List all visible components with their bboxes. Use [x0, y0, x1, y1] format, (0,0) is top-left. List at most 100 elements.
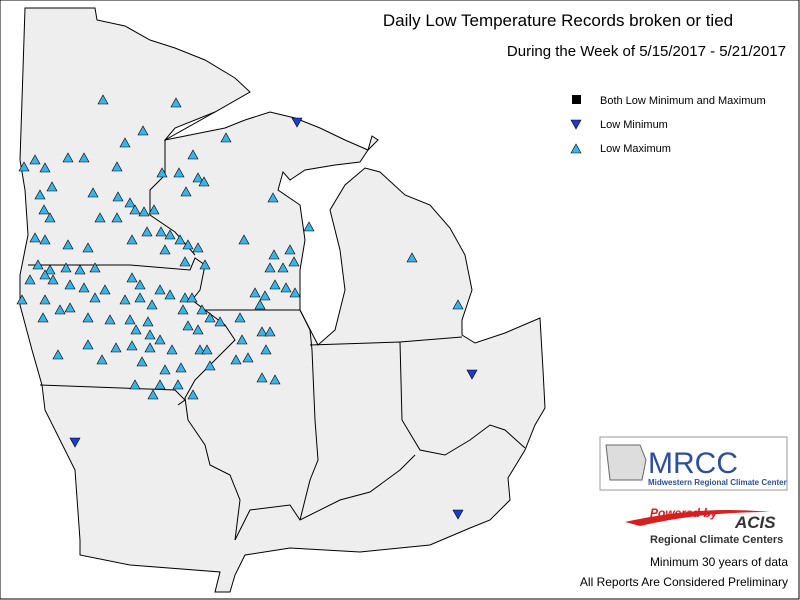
up-marker — [174, 234, 186, 245]
up-marker — [130, 324, 142, 335]
up-marker — [214, 316, 226, 327]
up-marker — [201, 344, 213, 355]
up-marker — [269, 279, 281, 290]
up-marker — [187, 149, 199, 160]
up-marker — [47, 274, 59, 285]
up-marker — [29, 232, 41, 243]
up-marker — [112, 191, 124, 202]
note: All Reports Are Considered Preliminary — [580, 575, 788, 589]
up-marker — [179, 292, 191, 303]
up-marker — [288, 256, 300, 267]
up-marker — [267, 192, 279, 203]
up-marker — [159, 244, 171, 255]
up-marker — [38, 204, 50, 215]
up-marker — [126, 234, 138, 245]
up-marker — [134, 279, 146, 290]
up-marker — [144, 342, 156, 353]
up-marker — [177, 304, 189, 315]
legend-label: Low Maximum — [600, 143, 671, 155]
up-marker — [192, 242, 204, 253]
up-marker — [260, 344, 272, 355]
legend-up — [570, 143, 582, 154]
up-marker — [44, 212, 56, 223]
swoosh — [625, 509, 770, 526]
up-marker — [119, 137, 131, 148]
up-marker — [124, 314, 136, 325]
title: Daily Low Temperature Records broken or … — [383, 11, 733, 30]
up-marker — [236, 334, 248, 345]
up-marker — [164, 229, 176, 240]
up-marker — [148, 204, 160, 215]
up-marker — [170, 97, 182, 108]
markers — [16, 94, 478, 520]
up-marker — [256, 372, 268, 383]
up-marker — [138, 206, 150, 217]
up-marker — [39, 234, 51, 245]
up-marker — [39, 294, 51, 305]
up-marker — [154, 334, 166, 345]
up-marker — [256, 326, 268, 337]
down-marker — [291, 117, 303, 128]
up-marker — [242, 352, 254, 363]
up-marker — [87, 187, 99, 198]
up-marker — [18, 161, 30, 172]
up-marker — [249, 287, 261, 298]
powered-by: Powered by — [650, 506, 719, 520]
up-marker — [220, 132, 232, 143]
acis-logo: Powered by ACIS Regional Climate Centers — [625, 506, 783, 546]
up-marker — [126, 272, 138, 283]
up-marker — [182, 239, 194, 250]
up-marker — [238, 234, 250, 245]
up-marker — [39, 269, 51, 280]
up-marker — [173, 167, 185, 178]
up-marker — [146, 299, 158, 310]
up-marker — [136, 356, 148, 367]
up-marker — [164, 289, 176, 300]
up-marker — [52, 349, 64, 360]
up-marker — [254, 299, 266, 310]
up-marker — [280, 282, 292, 293]
up-marker — [89, 262, 101, 273]
up-marker — [111, 161, 123, 172]
up-marker — [452, 299, 464, 310]
up-marker — [137, 125, 149, 136]
up-marker — [60, 262, 72, 273]
up-marker — [204, 360, 216, 371]
up-marker — [230, 354, 242, 365]
up-marker — [196, 304, 208, 315]
up-marker — [129, 204, 141, 215]
up-marker — [159, 364, 171, 375]
up-marker — [16, 294, 28, 305]
up-marker — [126, 340, 138, 351]
up-marker — [198, 176, 210, 187]
up-marker — [39, 162, 51, 173]
up-marker — [82, 242, 94, 253]
up-marker — [62, 152, 74, 163]
subtitle: During the Week of 5/15/2017 - 5/21/2017 — [507, 43, 786, 60]
up-marker — [199, 259, 211, 270]
up-marker — [96, 354, 108, 365]
up-marker — [24, 274, 36, 285]
up-marker — [406, 252, 418, 263]
up-marker — [124, 197, 136, 208]
up-marker — [269, 374, 281, 385]
up-marker — [284, 244, 296, 255]
up-marker — [64, 302, 76, 313]
up-marker — [97, 94, 109, 105]
up-marker — [155, 226, 167, 237]
up-marker — [44, 264, 56, 275]
up-marker — [134, 292, 146, 303]
up-marker — [179, 256, 191, 267]
up-marker — [147, 389, 159, 400]
rcc: Regional Climate Centers — [650, 534, 783, 546]
up-marker — [172, 379, 184, 390]
up-marker — [277, 262, 289, 273]
up-marker — [111, 212, 123, 223]
note: Minimum 30 years of data — [650, 555, 788, 569]
legend-square — [572, 95, 581, 104]
up-marker — [119, 294, 131, 305]
up-marker — [192, 324, 204, 335]
up-marker — [46, 181, 58, 192]
up-marker — [289, 287, 301, 298]
